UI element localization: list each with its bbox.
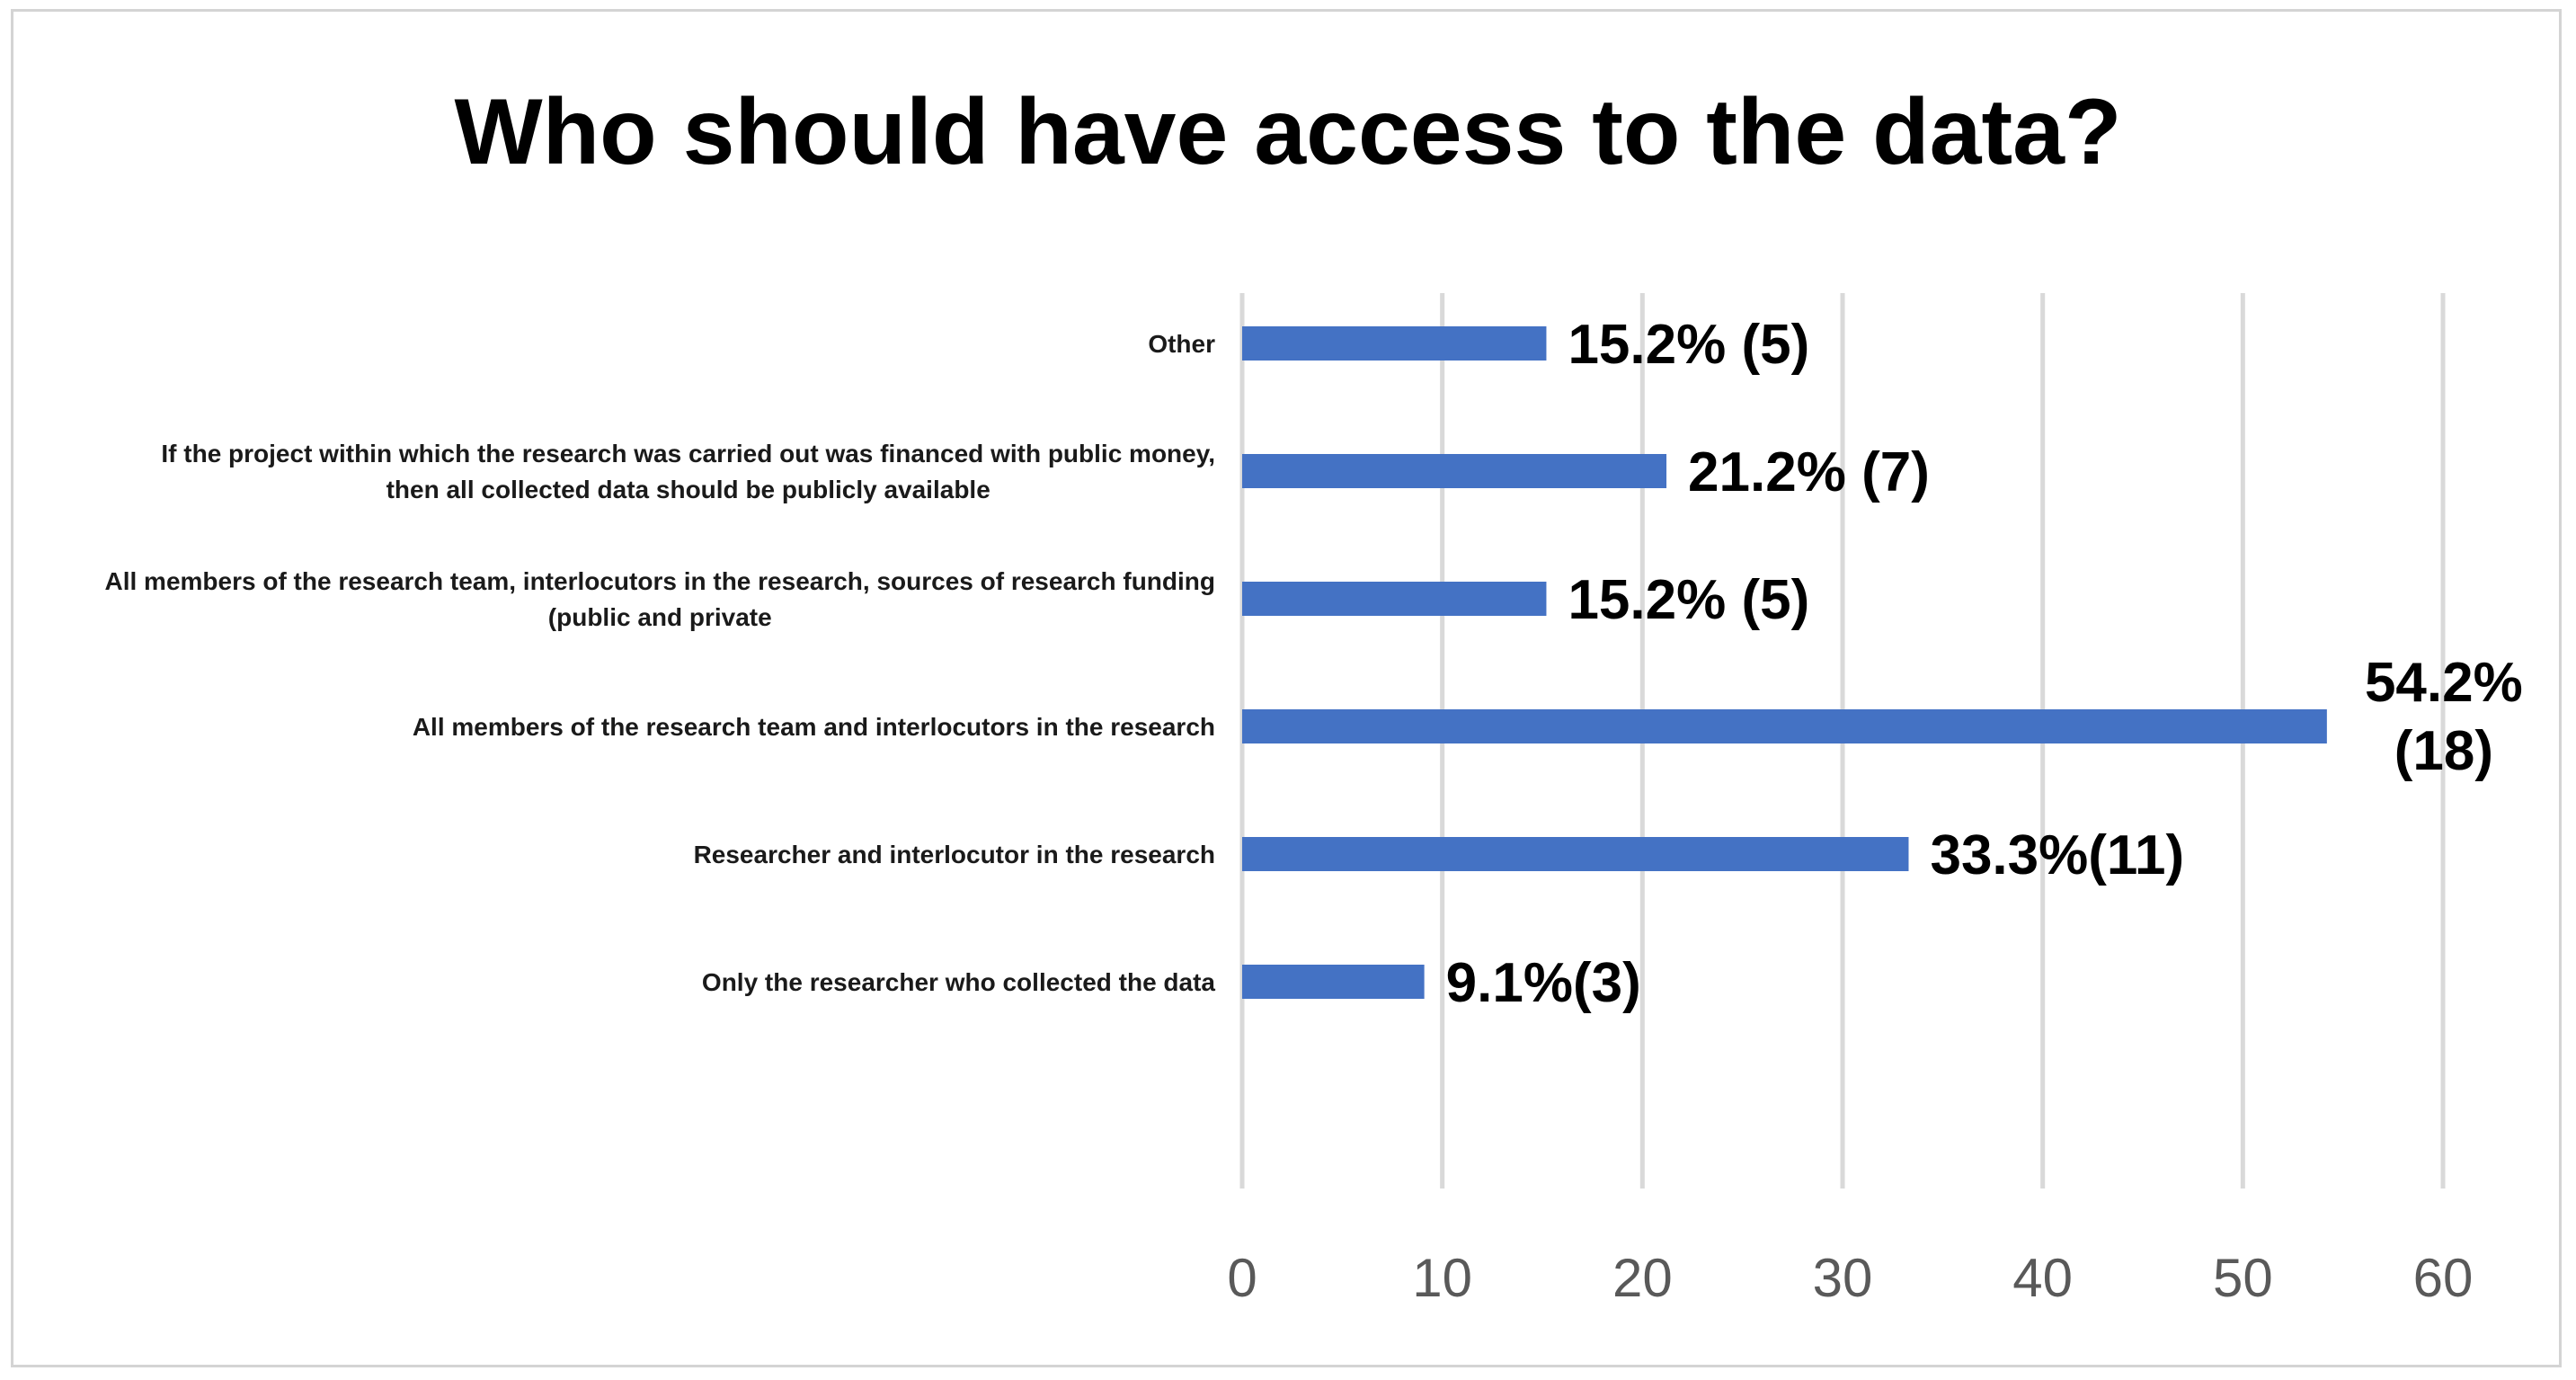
category-label: All members of the research team and int… — [413, 713, 1215, 741]
category-labels: Other If the project within which the res… — [105, 330, 1216, 996]
data-label: 15.2% (5) — [1568, 314, 1809, 376]
data-labels: 15.2% (5) 21.2% (7) 15.2% (5) 54.2% (18) 33.3… — [1446, 314, 2523, 1014]
x-tick-label: 10 — [1412, 1248, 1472, 1308]
bar — [1242, 965, 1425, 999]
x-tick-label: 0 — [1227, 1248, 1257, 1308]
bar — [1242, 837, 1909, 871]
data-label: 33.3%(11) — [1930, 824, 2184, 886]
bar — [1242, 454, 1667, 488]
bar — [1242, 709, 2327, 743]
x-tick-label: 40 — [2012, 1248, 2073, 1308]
category-label: Other — [1148, 330, 1215, 358]
data-label: 9.1%(3) — [1446, 952, 1641, 1014]
bar — [1242, 326, 1547, 361]
chart-frame — [11, 9, 2562, 1367]
data-label: 54.2% (18) — [2365, 652, 2523, 782]
category-label: If the project within which the research… — [161, 440, 1215, 503]
x-tick-label: 60 — [2413, 1248, 2474, 1308]
x-tick-label: 20 — [1612, 1248, 1673, 1308]
bar — [1242, 582, 1547, 616]
data-label: 15.2% (5) — [1568, 569, 1809, 631]
bars — [1242, 326, 2327, 999]
x-axis-tick-labels: 0 10 20 30 40 50 60 — [1227, 1248, 2473, 1308]
category-label: Only the researcher who collected the da… — [702, 968, 1216, 996]
category-label: All members of the research team, interl… — [105, 567, 1216, 631]
x-tick-label: 30 — [1813, 1248, 1873, 1308]
category-label: Researcher and interlocutor in the resea… — [694, 841, 1215, 868]
data-label: 21.2% (7) — [1688, 441, 1930, 503]
x-tick-label: 50 — [2213, 1248, 2273, 1308]
chart-title: Who should have access to the data? — [454, 80, 2122, 184]
